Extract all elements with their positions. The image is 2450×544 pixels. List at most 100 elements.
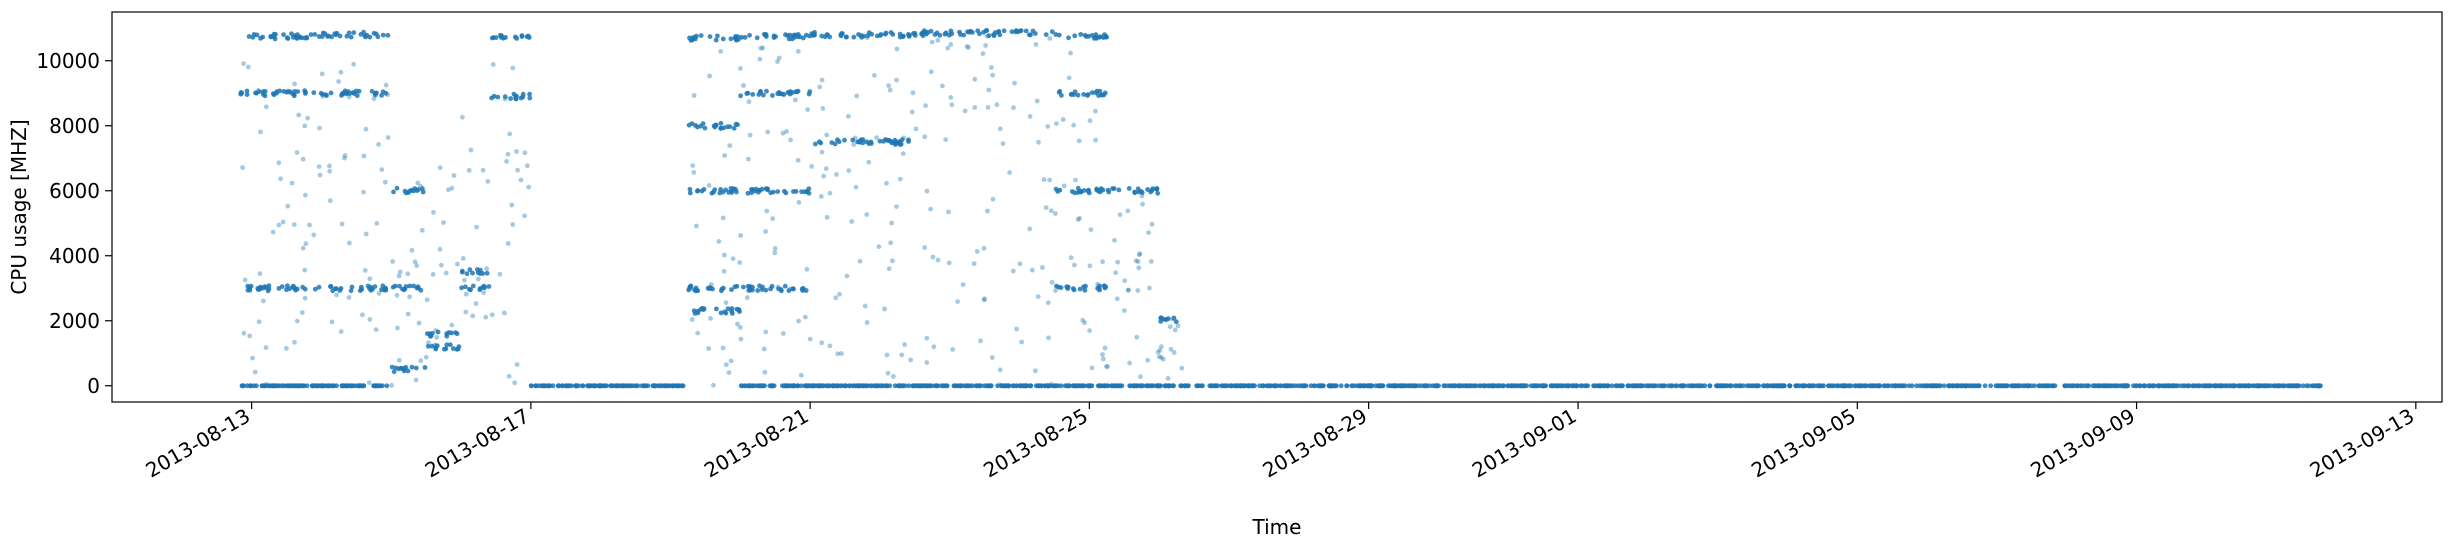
data-point	[497, 271, 503, 277]
data-point	[240, 165, 246, 170]
data-point	[976, 383, 982, 389]
data-point	[721, 252, 727, 258]
data-point	[1268, 383, 1274, 389]
data-point	[974, 249, 980, 254]
data-point	[1312, 383, 1317, 389]
data-point	[1122, 308, 1127, 313]
data-point	[1065, 284, 1071, 290]
data-point	[2124, 383, 2130, 389]
data-point	[859, 34, 864, 40]
data-point	[547, 383, 553, 389]
data-point	[1126, 287, 1131, 293]
data-point	[842, 137, 847, 143]
data-point	[913, 126, 919, 132]
data-point	[705, 285, 711, 291]
data-point	[924, 188, 930, 194]
data-point	[242, 277, 248, 283]
data-point	[1178, 383, 1184, 389]
data-point	[771, 35, 777, 40]
data-point	[478, 267, 483, 273]
data-point	[805, 107, 810, 112]
data-point	[481, 290, 487, 295]
data-point	[357, 383, 362, 389]
data-point	[1229, 383, 1235, 389]
data-point	[1127, 360, 1132, 366]
data-point	[1058, 285, 1064, 290]
data-point	[348, 34, 354, 40]
data-point	[718, 310, 724, 316]
data-point	[435, 329, 441, 335]
data-point	[750, 92, 756, 97]
data-point	[1117, 212, 1123, 218]
data-point	[510, 65, 516, 71]
plot-frame	[111, 11, 2443, 403]
data-point	[459, 269, 465, 275]
data-point	[527, 91, 532, 97]
data-point	[302, 123, 308, 129]
data-point	[285, 36, 291, 41]
data-point	[961, 32, 967, 38]
data-point	[1168, 346, 1174, 352]
data-point	[346, 94, 352, 100]
data-point	[299, 35, 304, 41]
data-point	[2068, 383, 2074, 389]
data-point	[247, 383, 253, 389]
data-point	[245, 283, 251, 289]
data-point	[434, 335, 440, 340]
data-point	[316, 164, 322, 170]
data-point	[365, 283, 371, 289]
data-point	[239, 383, 245, 389]
data-point	[1976, 383, 1982, 389]
data-point	[1075, 92, 1081, 98]
data-point	[1125, 287, 1131, 293]
data-point	[664, 383, 670, 389]
data-point	[1122, 278, 1128, 284]
data-point	[1093, 108, 1098, 114]
data-point	[303, 192, 308, 198]
data-point	[513, 94, 519, 99]
data-point	[788, 137, 793, 143]
data-point	[1013, 28, 1019, 33]
data-point	[2108, 383, 2114, 389]
data-point	[2238, 383, 2244, 389]
data-point	[942, 31, 948, 37]
data-point	[430, 272, 436, 277]
data-point	[1554, 383, 1560, 389]
data-point	[946, 209, 951, 215]
data-point	[866, 159, 872, 165]
data-point	[712, 124, 718, 130]
data-point	[502, 310, 507, 316]
data-point	[635, 383, 641, 389]
data-point	[1959, 383, 1965, 389]
data-point	[827, 343, 833, 349]
data-point	[728, 36, 734, 42]
data-point	[783, 32, 788, 38]
data-point	[2170, 383, 2175, 389]
data-point	[470, 313, 476, 319]
data-point	[366, 380, 372, 386]
data-point	[1066, 75, 1072, 81]
data-point	[1410, 383, 1415, 389]
data-point	[819, 33, 825, 39]
data-point	[929, 39, 935, 45]
data-point	[1054, 121, 1059, 126]
data-point	[1574, 383, 1579, 389]
data-point	[289, 31, 294, 37]
data-point	[297, 383, 302, 389]
data-point	[420, 189, 426, 195]
data-point	[1145, 187, 1150, 192]
data-point	[1649, 383, 1655, 389]
data-point	[1982, 383, 1988, 389]
data-point	[1075, 217, 1081, 222]
data-point	[928, 69, 934, 75]
data-point	[1096, 383, 1102, 389]
data-point	[379, 167, 385, 173]
data-point	[407, 188, 412, 194]
data-point	[285, 283, 290, 289]
data-point	[1082, 32, 1088, 38]
data-point	[730, 256, 736, 262]
data-point	[924, 360, 930, 365]
data-point	[302, 267, 308, 273]
data-point	[1145, 357, 1151, 363]
data-point	[2046, 383, 2052, 389]
